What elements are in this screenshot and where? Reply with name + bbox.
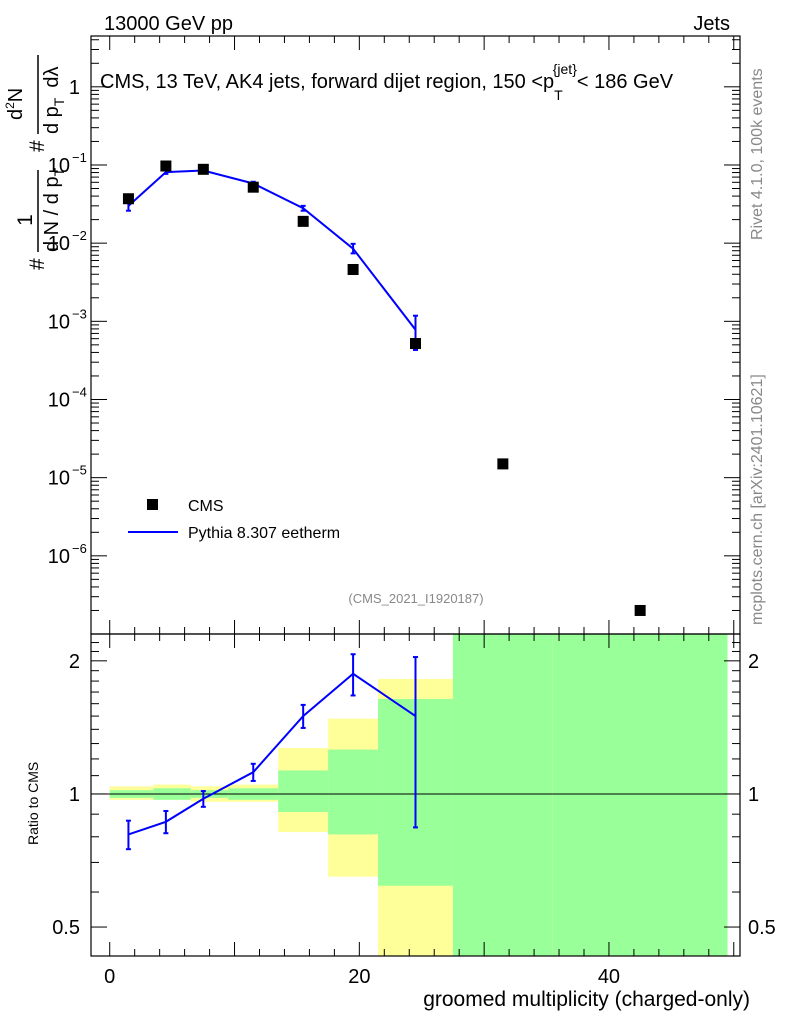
ratio-band-inner: [328, 749, 379, 835]
y-tick-label-exponent: −1: [72, 150, 87, 165]
data-point: [247, 181, 259, 193]
legend-data-label: CMS: [188, 498, 224, 515]
plot-title-sup: {jet}: [553, 61, 577, 77]
plot-title-prefix: CMS, 13 TeV, AK4 jets, forward dijet reg…: [100, 71, 554, 93]
ratio-panel-marks: [125, 653, 418, 851]
x-tick-label: 0: [104, 966, 115, 988]
y-tick-label: 10: [48, 546, 70, 568]
data-point: [410, 338, 421, 350]
x-tick-label: 40: [598, 966, 620, 988]
y-tick-label: 10: [48, 468, 70, 490]
y-tick-label: 10: [48, 155, 70, 177]
ratio-y-tick-label: 1: [69, 784, 80, 806]
data-point: [634, 604, 646, 616]
analysis-watermark: (CMS_2021_I1920187): [348, 591, 483, 606]
y-tick-label-exponent: −4: [72, 384, 87, 399]
data-point: [497, 458, 509, 470]
y-axis-label: # 1 d N / d pT # d2N d pTdλ: [3, 55, 67, 270]
mc-line: [127, 169, 417, 331]
legend-data-marker: [147, 499, 158, 510]
legend-mc-label: Pythia 8.307 eetherm: [188, 525, 340, 542]
ratio-band-inner: [452, 634, 553, 956]
y-label-hash2: #: [26, 140, 49, 152]
ratio-y-tick-label: 0.5: [52, 917, 80, 939]
ratio-y-tick-label-right: 1: [748, 784, 759, 806]
ratio-y-label: Ratio to CMS: [25, 762, 41, 845]
y-tick-label-exponent: −3: [72, 306, 87, 321]
ratio-y-tick-label-right: 2: [748, 651, 759, 673]
data-point: [297, 215, 309, 227]
y-label-one: 1: [14, 214, 37, 226]
y-tick-label: 1: [69, 77, 80, 99]
data-point: [347, 264, 359, 276]
ratio-panel-frame: [90, 633, 741, 957]
x-tick-label: 20: [348, 966, 370, 988]
plot-title-sub: T: [554, 87, 563, 103]
y-tick-label: 10: [48, 311, 70, 333]
top-panel-marks: [122, 160, 646, 616]
ratio-y-tick-label: 2: [69, 651, 80, 673]
plot-title: CMS, 13 TeV, AK4 jets, forward dijet reg…: [100, 61, 674, 103]
rivet-label: Rivet 4.1.0, 100k events: [749, 68, 766, 240]
y-tick-label-exponent: −5: [72, 463, 87, 478]
mcplots-label: mcplots.cern.ch [arXiv:2401.10621]: [749, 374, 766, 625]
ratio-band-inner: [552, 634, 728, 956]
x-axis-label: groomed multiplicity (charged-only): [423, 988, 750, 1011]
plot-title-suffix: < 186 GeV: [577, 71, 674, 93]
y-label-dN-dpT: d N / d pT: [41, 167, 67, 252]
ratio-band-inner: [278, 770, 329, 813]
y-tick-label: 10: [48, 389, 70, 411]
y-tick-label: 10: [48, 233, 70, 255]
ratio-y-tick-label-right: 0.5: [748, 917, 776, 939]
y-label-hash: #: [26, 258, 49, 270]
header-right: Jets: [693, 13, 730, 35]
data-point: [160, 160, 172, 172]
y-tick-label-exponent: −2: [72, 228, 87, 243]
y-label-d2N: d2N: [3, 88, 27, 120]
header-left: 13000 GeV pp: [104, 13, 233, 35]
y-label-dpT-dlambda: d pTdλ: [41, 67, 67, 135]
y-tick-label-exponent: −6: [72, 541, 87, 556]
data-point: [122, 193, 134, 205]
data-point: [197, 163, 209, 175]
